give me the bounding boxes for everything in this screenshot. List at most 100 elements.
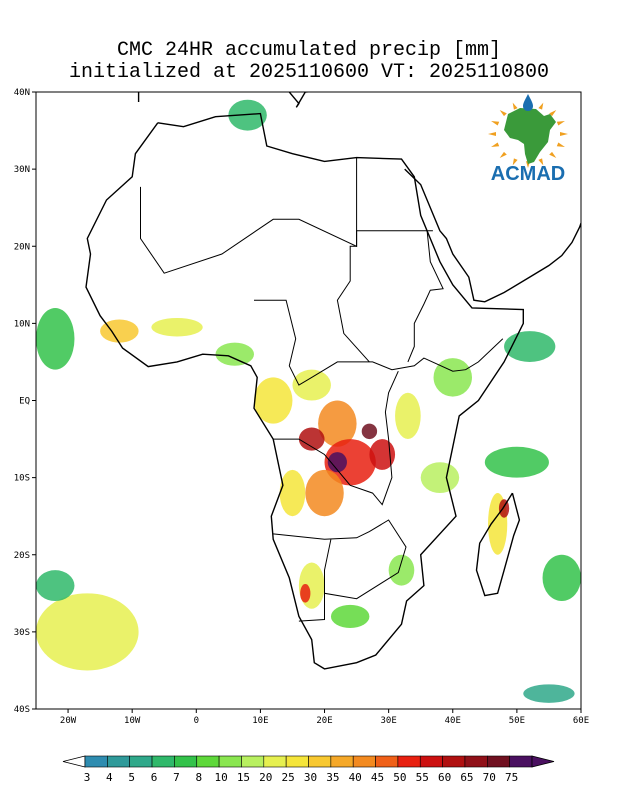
colorbar-label: 15 (237, 771, 250, 784)
sun-ray (560, 132, 568, 136)
sun-ray (512, 102, 518, 110)
colorbar: 3 4 5 6 7 8 10 15 20 25 30 35 40 45 50 55 60 65 70 75 (62, 755, 555, 784)
precip-cell (433, 358, 472, 397)
colorbar-swatch (174, 755, 198, 768)
sun-ray (499, 151, 507, 159)
lat-tick-label: 10S (14, 474, 30, 484)
colorbar-swatch (84, 755, 108, 768)
logo-text: ACMAD (491, 163, 565, 184)
precip-cell (369, 439, 396, 470)
lon-tick-label: 0 (194, 716, 199, 726)
precip-cell (292, 369, 331, 401)
lat-axis: 40N 30N 20N 10N EQ 10S 20S 30S 40S (14, 88, 36, 715)
colorbar-low-arrow (62, 755, 86, 768)
country-border (140, 186, 433, 274)
lon-tick-label: 10W (124, 716, 141, 726)
lon-tick-label: 60E (573, 716, 589, 726)
lat-tick-label: 20S (14, 551, 30, 561)
precip-cell (215, 342, 254, 366)
precip-cell (523, 684, 575, 703)
precip-cell (420, 462, 460, 494)
precip-layer (36, 99, 581, 703)
colorbar-swatch (442, 755, 466, 768)
africa-coastline (85, 112, 524, 670)
precip-cell (388, 554, 415, 586)
colorbar-label: 10 (214, 771, 227, 784)
lat-tick-label: EQ (19, 397, 30, 407)
lat-tick-label: 40N (14, 88, 30, 98)
lon-tick-label: 20W (60, 716, 77, 726)
colorbar-label: 35 (326, 771, 339, 784)
lat-tick-label: 30S (14, 628, 30, 638)
sun-ray (499, 109, 507, 117)
arabia-coastline (404, 168, 581, 303)
precip-cell (395, 392, 421, 440)
colorbar-swatch (375, 755, 399, 768)
lat-tick-label: 30N (14, 165, 30, 175)
sun-ray (549, 109, 557, 117)
lat-tick-label: 40S (14, 705, 30, 715)
precip-cell (305, 469, 344, 517)
colorbar-label: 5 (128, 771, 135, 784)
precip-cell (36, 570, 75, 602)
acmad-logo: ACMAD (488, 94, 568, 184)
precip-cell (151, 317, 203, 337)
sun-rays-icon (488, 100, 568, 168)
europe-coastline (137, 92, 314, 108)
chart-title-line1: CMC 24HR accumulated precip [mm] (116, 39, 502, 62)
colorbar-swatch (285, 755, 309, 768)
colorbar-swatch (397, 755, 421, 768)
lat-tick-label: 20N (14, 242, 30, 252)
sun-ray (556, 120, 565, 126)
sun-ray (549, 151, 557, 159)
lat-tick-label: 10N (14, 319, 30, 329)
lon-tick-label: 50E (509, 716, 525, 726)
country-border (407, 230, 444, 363)
colorbar-swatch (241, 755, 265, 768)
sun-ray (488, 132, 496, 136)
precip-cell (542, 554, 581, 602)
madagascar-coastline (475, 492, 521, 597)
lon-tick-label: 30E (381, 716, 397, 726)
precip-cell (324, 439, 376, 486)
colorbar-label: 20 (259, 771, 272, 784)
country-border (298, 591, 325, 622)
country-border (254, 299, 504, 386)
colorbar-swatch (464, 755, 488, 768)
precip-cell (504, 331, 556, 362)
precip-cell (298, 427, 325, 451)
colorbar-label: 65 (460, 771, 473, 784)
colorbar-swatch (151, 755, 175, 768)
colorbar-label: 45 (371, 771, 384, 784)
precip-cell (36, 593, 139, 671)
precip-cell (327, 452, 347, 473)
colorbar-label: 40 (349, 771, 362, 784)
chart-title-line2: initialized at 2025110600 VT: 2025110800 (68, 61, 550, 84)
country-border (273, 519, 407, 600)
country-border (273, 370, 399, 506)
colorbar-label: 6 (151, 771, 158, 784)
coastlines (85, 92, 581, 670)
precip-cell (100, 319, 139, 343)
colorbar-label: 30 (304, 771, 317, 784)
colorbar-swatch (509, 755, 533, 768)
colorbar-label: 8 (195, 771, 202, 784)
colorbar-swatch (352, 755, 376, 768)
precip-cell (300, 584, 311, 603)
colorbar-label: 3 (84, 771, 91, 784)
sun-ray (491, 120, 500, 126)
colorbar-label: 7 (173, 771, 180, 784)
sun-ray (512, 158, 518, 166)
precip-cell (36, 307, 75, 370)
precip-cell (318, 400, 357, 447)
colorbar-swatch (107, 755, 130, 768)
lon-tick-label: 40E (445, 716, 461, 726)
colorbar-label: 75 (505, 771, 518, 784)
colorbar-label: 4 (106, 771, 113, 784)
colorbar-swatch (196, 755, 220, 768)
colorbar-swatch (330, 755, 354, 768)
colorbar-label: 60 (438, 771, 451, 784)
colorbar-swatch (218, 755, 242, 768)
colorbar-swatch (486, 755, 510, 768)
